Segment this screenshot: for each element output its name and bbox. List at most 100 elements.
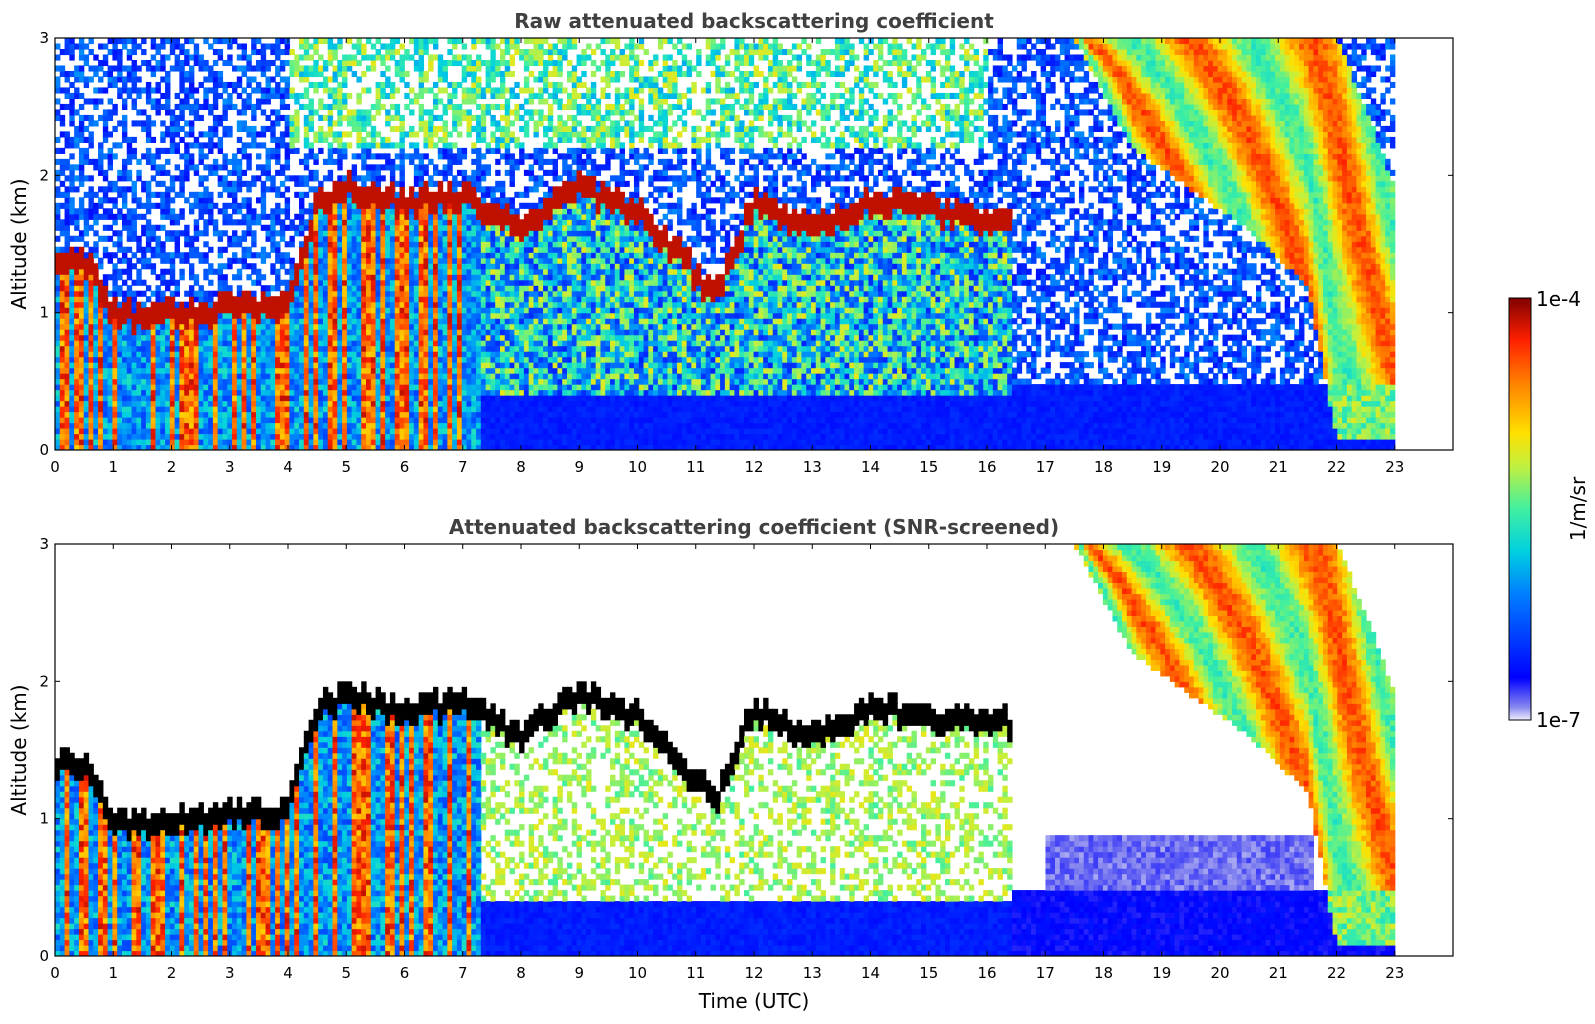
heatmap-cell xyxy=(275,345,281,352)
heatmap-cell xyxy=(413,230,420,237)
heatmap-cell xyxy=(361,274,367,281)
heatmap-cell xyxy=(93,428,99,435)
heatmap-cell xyxy=(64,257,70,264)
heatmap-cell xyxy=(265,417,271,424)
heatmap-cell xyxy=(327,433,334,440)
heatmap-cell xyxy=(447,59,453,67)
heatmap-cell xyxy=(275,65,281,72)
heatmap-cell xyxy=(413,279,420,286)
heatmap-cell xyxy=(452,114,458,121)
heatmap-cell xyxy=(313,296,319,303)
heatmap-cell xyxy=(198,356,204,363)
heatmap-cell xyxy=(308,367,314,374)
heatmap-cell xyxy=(74,131,80,138)
heatmap-cell xyxy=(260,208,267,215)
heatmap-cell xyxy=(318,444,324,450)
heatmap-cell xyxy=(351,109,358,116)
heatmap-cell xyxy=(423,268,429,275)
heatmap-cell xyxy=(413,153,420,160)
heatmap-cell xyxy=(236,296,243,303)
heatmap-cell xyxy=(160,268,166,275)
heatmap-cell xyxy=(299,103,305,111)
heatmap-cell xyxy=(260,131,267,138)
heatmap-cell xyxy=(236,373,243,380)
heatmap-cell xyxy=(184,329,190,336)
heatmap-cell xyxy=(337,197,343,204)
heatmap-cell xyxy=(370,180,377,187)
heatmap-cell xyxy=(275,43,281,50)
heatmap-cell xyxy=(270,125,276,132)
heatmap-cell xyxy=(433,268,439,275)
heatmap-cell xyxy=(117,257,123,264)
heatmap-cell xyxy=(184,38,190,45)
heatmap-cell xyxy=(299,213,305,220)
heatmap-cell xyxy=(404,433,410,440)
heatmap-cell xyxy=(413,378,420,385)
heatmap-cell xyxy=(313,362,319,369)
heatmap-cell xyxy=(394,395,401,402)
heatmap-cell xyxy=(423,164,429,171)
heatmap-cell xyxy=(145,373,152,380)
heatmap-cell xyxy=(145,263,152,270)
heatmap-cell xyxy=(131,290,137,297)
heatmap-cell xyxy=(188,389,195,396)
heatmap-cell xyxy=(241,219,247,226)
heatmap-cell xyxy=(174,103,180,111)
heatmap-cell xyxy=(251,180,257,187)
heatmap-cell xyxy=(141,411,147,418)
heatmap-cell xyxy=(399,351,405,358)
heatmap-cell xyxy=(64,329,70,336)
heatmap-cell xyxy=(155,87,161,94)
heatmap-cell xyxy=(203,175,209,182)
heatmap-cell xyxy=(241,246,247,253)
heatmap-cell xyxy=(217,114,224,121)
heatmap-cell xyxy=(289,65,295,72)
heatmap-cell xyxy=(193,345,200,352)
heatmap-cell xyxy=(370,367,377,374)
heatmap-cell xyxy=(380,285,386,292)
heatmap-cell xyxy=(375,131,381,138)
heatmap-cell xyxy=(332,312,338,319)
heatmap-cell xyxy=(212,164,219,171)
heatmap-cell xyxy=(337,367,343,374)
heatmap-cell xyxy=(102,307,109,314)
heatmap-cell xyxy=(246,384,252,391)
heatmap-cell xyxy=(389,274,396,281)
heatmap-cell xyxy=(222,351,228,358)
heatmap-cell xyxy=(308,175,314,182)
heatmap-cell xyxy=(332,186,338,193)
heatmap-cell xyxy=(322,279,329,286)
heatmap-cell xyxy=(131,345,137,352)
heatmap-cell xyxy=(217,38,224,45)
heatmap-cell xyxy=(423,400,429,407)
heatmap-cell xyxy=(107,38,114,45)
heatmap-cell xyxy=(404,257,410,264)
heatmap-cell xyxy=(260,202,267,209)
heatmap-cell xyxy=(394,439,401,446)
heatmap-cell xyxy=(59,191,66,198)
heatmap-cell xyxy=(313,274,319,281)
heatmap-cell xyxy=(69,378,75,385)
heatmap-cell xyxy=(456,38,463,45)
heatmap-cell xyxy=(136,378,142,385)
heatmap-cell xyxy=(404,400,410,407)
heatmap-cell xyxy=(270,417,276,424)
heatmap-cell xyxy=(418,362,425,369)
heatmap-cell xyxy=(461,279,468,286)
heatmap-cell xyxy=(145,356,152,363)
heatmap-cell xyxy=(212,98,219,105)
heatmap-cell xyxy=(78,180,85,187)
heatmap-cell xyxy=(136,92,142,100)
heatmap-cell xyxy=(442,362,448,369)
heatmap-cell xyxy=(370,230,377,237)
heatmap-cell xyxy=(318,285,324,292)
heatmap-cell xyxy=(155,235,161,242)
heatmap-cell xyxy=(394,65,401,72)
heatmap-cell xyxy=(428,417,434,424)
heatmap-cell xyxy=(351,230,358,237)
heatmap-cell xyxy=(107,76,114,83)
heatmap-cell xyxy=(145,87,152,94)
heatmap-cell xyxy=(155,43,161,50)
heatmap-cell xyxy=(418,158,425,165)
heatmap-cell xyxy=(232,323,238,330)
